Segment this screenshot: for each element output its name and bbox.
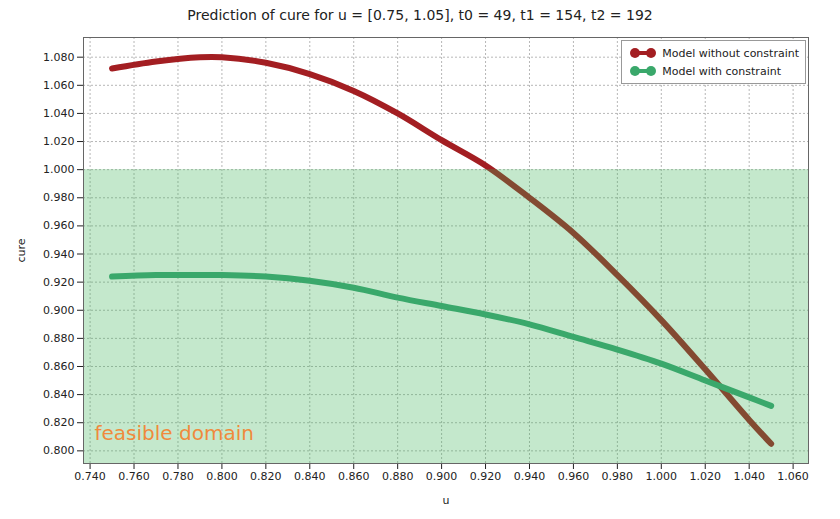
svg-text:0.960: 0.960 — [558, 470, 590, 483]
svg-text:0.800: 0.800 — [206, 470, 238, 483]
html-text:Model without constraint: Model without constraint — [662, 46, 799, 60]
svg-text:0.880: 0.880 — [382, 470, 414, 483]
svg-text:1.060: 1.060 — [43, 79, 75, 92]
svg-text:0.920: 0.920 — [470, 470, 502, 483]
svg-text:1.080: 1.080 — [43, 51, 75, 64]
svg-text:1.060: 1.060 — [777, 470, 809, 483]
svg-text:0.860: 0.860 — [338, 470, 370, 483]
svg-text:0.900: 0.900 — [43, 304, 75, 317]
svg-text:0.780: 0.780 — [162, 470, 194, 483]
svg-text:1.020: 1.020 — [43, 135, 75, 148]
svg-text:1.040: 1.040 — [733, 470, 765, 483]
svg-text:0.800: 0.800 — [43, 444, 75, 457]
svg-text:0.860: 0.860 — [43, 360, 75, 373]
svg-text:0.920: 0.920 — [43, 276, 75, 289]
svg-text:0.980: 0.980 — [43, 191, 75, 204]
svg-text:1.040: 1.040 — [43, 107, 75, 120]
svg-text:u: u — [443, 494, 450, 507]
svg-text:1.020: 1.020 — [689, 470, 721, 483]
svg-text:1.000: 1.000 — [646, 470, 678, 483]
svg-text:0.960: 0.960 — [43, 219, 75, 232]
svg-text:0.820: 0.820 — [250, 470, 282, 483]
svg-text:0.900: 0.900 — [426, 470, 458, 483]
svg-text:cure: cure — [15, 238, 28, 262]
svg-text:0.840: 0.840 — [43, 388, 75, 401]
html-text:Prediction of cure for u = [0.: Prediction of cure for u = [0.75, 1.05],… — [187, 7, 653, 23]
svg-text:0.940: 0.940 — [514, 470, 546, 483]
svg-text:0.760: 0.760 — [118, 470, 150, 483]
svg-text:0.840: 0.840 — [294, 470, 326, 483]
svg-text:0.980: 0.980 — [602, 470, 634, 483]
svg-text:1.000: 1.000 — [43, 163, 75, 176]
svg-text:0.880: 0.880 — [43, 332, 75, 345]
svg-text:0.940: 0.940 — [43, 248, 75, 261]
svg-text:0.740: 0.740 — [74, 470, 106, 483]
svg-text:feasible domain: feasible domain — [94, 421, 253, 445]
html-text:Model with constraint: Model with constraint — [662, 64, 781, 78]
svg-text:0.820: 0.820 — [43, 416, 75, 429]
